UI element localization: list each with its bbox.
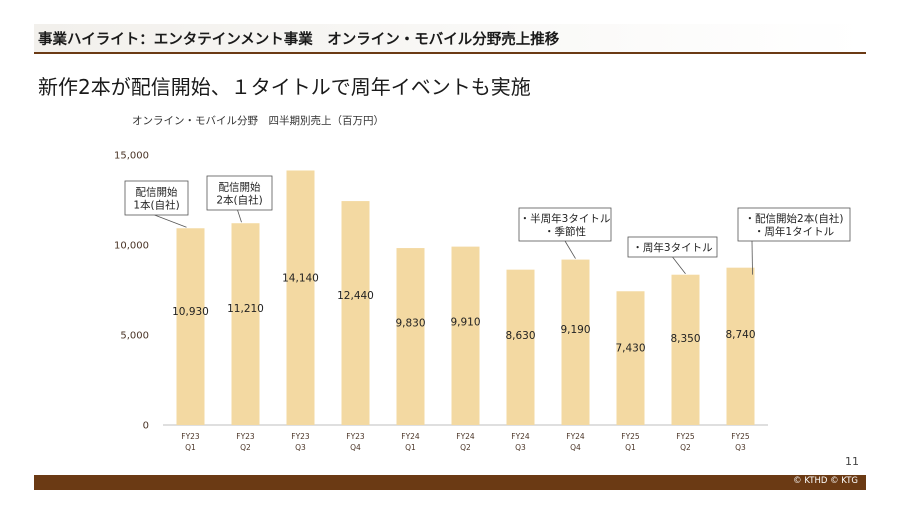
bar-value-label: 9,910 xyxy=(450,317,480,329)
bar-value-label: 9,830 xyxy=(395,317,425,329)
bar xyxy=(286,170,315,425)
x-tick-label-year: FY25 xyxy=(731,432,750,441)
callout-leader-line xyxy=(751,240,753,275)
x-tick-label-quarter: Q4 xyxy=(350,443,361,452)
x-tick-label-year: FY24 xyxy=(456,432,475,441)
x-tick-label-year: FY25 xyxy=(676,432,695,441)
x-tick-label-year: FY24 xyxy=(511,432,530,441)
callout-text: 配信開始 xyxy=(219,181,261,194)
x-tick-label-year: FY23 xyxy=(346,432,365,441)
callout-box xyxy=(206,175,273,211)
x-tick-label-quarter: Q2 xyxy=(460,443,471,452)
bar-value-label: 10,930 xyxy=(172,306,209,318)
x-tick-label-quarter: Q4 xyxy=(570,443,581,452)
callout-text: ・周年1タイトル xyxy=(754,225,834,238)
title-band xyxy=(34,24,866,54)
bar-value-label: 11,210 xyxy=(227,303,264,315)
bar xyxy=(506,269,535,425)
bar xyxy=(396,248,425,425)
x-tick-label-year: FY23 xyxy=(236,432,255,441)
x-tick-label-year: FY24 xyxy=(401,432,420,441)
footer-band xyxy=(34,475,866,490)
bar xyxy=(451,246,480,425)
bar xyxy=(341,201,370,425)
bar xyxy=(671,274,700,425)
callout-text: 1本(自社) xyxy=(133,199,179,212)
headline: 新作2本が配信開始、１タイトルで周年イベントも実施 xyxy=(38,75,531,99)
bar-value-label: 8,350 xyxy=(670,333,700,345)
bar-value-label: 9,190 xyxy=(560,324,590,336)
callout-box xyxy=(627,236,718,258)
callout-text: ・季節性 xyxy=(544,225,586,238)
x-tick-label-quarter: Q3 xyxy=(735,443,746,452)
callout-leader-line xyxy=(672,256,686,274)
x-tick-label-year: FY23 xyxy=(291,432,310,441)
callout-leader-line xyxy=(564,240,576,259)
callout-leader-line xyxy=(154,214,187,228)
bar xyxy=(726,267,755,425)
callout-box xyxy=(124,180,189,216)
y-tick-label: 15,000 xyxy=(114,151,149,162)
bar-value-label: 8,740 xyxy=(725,329,755,341)
x-tick-label-year: FY23 xyxy=(181,432,200,441)
bar xyxy=(176,228,205,425)
copyright: © KTHD © KTG xyxy=(793,476,858,486)
x-tick-label-quarter: Q2 xyxy=(240,443,251,452)
x-tick-label-quarter: Q3 xyxy=(515,443,526,452)
x-tick-label-quarter: Q1 xyxy=(185,443,196,452)
x-tick-label-quarter: Q2 xyxy=(680,443,691,452)
y-tick-label: 0 xyxy=(143,421,149,432)
callout-text: 配信開始 xyxy=(136,186,178,199)
x-tick-label-quarter: Q1 xyxy=(625,443,636,452)
bar-value-label: 7,430 xyxy=(615,342,645,354)
page-number: 11 xyxy=(845,455,859,468)
callout-box xyxy=(737,207,851,242)
y-tick-label: 5,000 xyxy=(120,331,149,342)
bar-value-label: 12,440 xyxy=(337,290,374,302)
page-header: 事業ハイライト：エンタテインメント事業 オンライン・モバイル分野売上推移 xyxy=(38,32,560,48)
x-tick-label-quarter: Q1 xyxy=(405,443,416,452)
x-tick-label-year: FY24 xyxy=(566,432,585,441)
bar xyxy=(231,223,260,425)
callout-leader-line xyxy=(237,209,242,223)
chart-subtitle: オンライン・モバイル分野 四半期別売上（百万円） xyxy=(132,115,384,127)
bar-value-label: 8,630 xyxy=(505,330,535,342)
x-tick-label-year: FY25 xyxy=(621,432,640,441)
bar xyxy=(561,259,590,425)
x-tick-label-quarter: Q3 xyxy=(295,443,306,452)
callout-box xyxy=(518,207,612,242)
callout-text: ・配信開始2本(自社) xyxy=(745,212,844,225)
bar xyxy=(616,291,645,425)
callout-text: ・半周年3タイトル xyxy=(520,212,611,225)
y-tick-label: 10,000 xyxy=(114,241,149,252)
bar-value-label: 14,140 xyxy=(282,272,319,284)
callout-text: 2本(自社) xyxy=(216,194,262,207)
callout-text: ・周年3タイトル xyxy=(632,241,712,254)
